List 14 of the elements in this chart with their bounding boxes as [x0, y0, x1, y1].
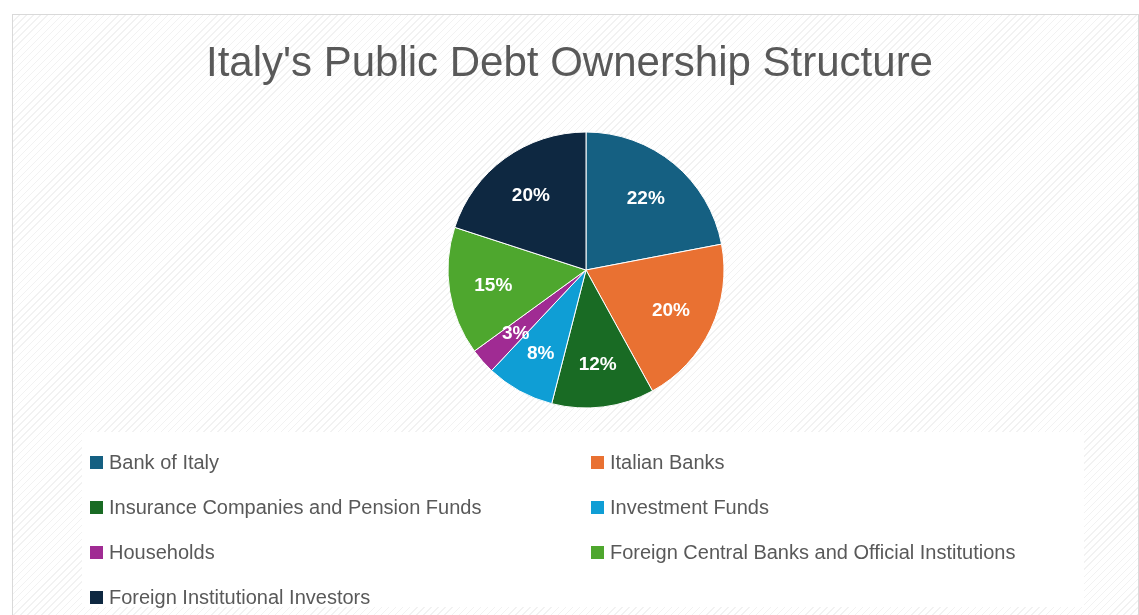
legend-label: Foreign Central Banks and Official Institutions	[610, 541, 1016, 564]
legend-label: Foreign Institutional Investors	[109, 586, 371, 609]
data-label: 8%	[527, 341, 555, 363]
data-label: 12%	[578, 352, 617, 374]
legend-label: Households	[109, 541, 215, 564]
legend-label: Italian Banks	[610, 451, 725, 474]
data-label: 20%	[651, 299, 691, 321]
data-label: 15%	[474, 274, 513, 296]
legend-label: Investment Funds	[610, 496, 769, 519]
legend-label: Bank of Italy	[109, 451, 220, 474]
data-label: 22%	[626, 187, 665, 209]
legend-label: Insurance Companies and Pension Funds	[109, 496, 482, 519]
data-label: 20%	[511, 183, 550, 205]
chart-title: Italy's Public Debt Ownership Structure	[205, 38, 934, 86]
